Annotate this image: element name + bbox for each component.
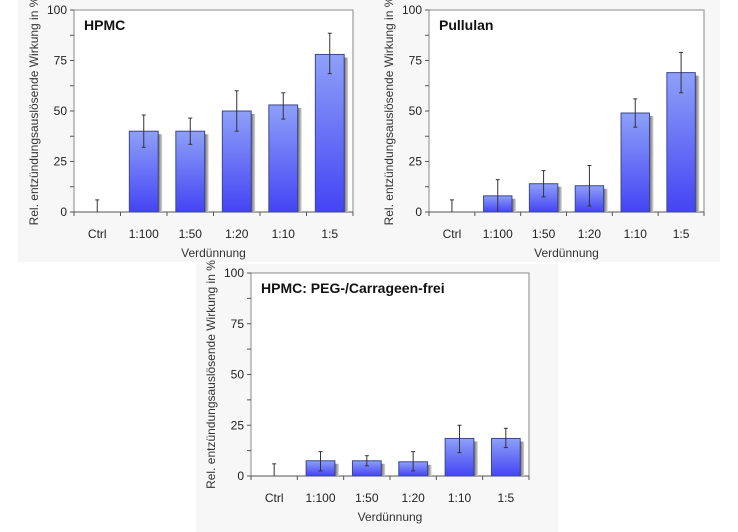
panel-title: Pullulan [439,17,493,33]
x-tick-label: 1:50 [179,227,203,241]
bar-shadow [297,107,302,212]
bar-1-10 [620,112,650,213]
y-tick-label: 25 [231,418,245,432]
bar-shadow [344,57,349,212]
panel-title: HPMC [84,17,125,33]
bar-shadow [695,75,700,213]
bar-1-10 [268,104,299,213]
x-axis-title: Verdünnung [534,246,599,260]
x-tick-label: 1:20 [401,491,425,505]
chart-hpmc: 0 25 50 75 100 Ctrl 1:100 1:50 1:20 1:10 1:5 HPMC Ve… [27,0,354,260]
bar-shadow [511,198,516,212]
bar-1-5 [314,53,345,213]
y-tick-label: 0 [237,469,244,483]
plot-area [428,9,705,213]
bar-shadow [520,441,525,476]
x-tick-label: 1:20 [225,227,249,241]
panel-title: HPMC: PEG-/Carrageen-frei [261,280,445,296]
bar-shadow [204,134,209,212]
x-tick-label: 1:10 [272,227,296,241]
y-tick-label: 75 [409,54,423,68]
y-axis-title: Rel. entzündungsauslösende Wirkung in % [27,0,41,225]
y-axis-title: Rel. entzündungsauslösende Wirkung in % [204,260,218,489]
x-axis-title: Verdünnung [358,510,423,524]
y-tick-label: 50 [54,104,68,118]
chart-hpmc-peg-carrageen-frei: 0 25 50 75 100 Ctrl 1:100 1:50 1:20 1:10 1:5 HPMC: … [204,260,530,524]
y-tick-label: 100 [224,266,244,280]
bar-shadow [603,188,608,212]
x-tick-label: 1:10 [448,491,472,505]
x-tick-label: 1:20 [578,227,602,241]
y-tick-label: 0 [60,205,67,219]
x-tick-label: 1:100 [129,227,159,241]
y-tick-label: 75 [54,54,68,68]
bar-shadow [649,116,654,212]
y-tick-label: 50 [231,368,245,382]
bar-shadow [251,114,256,212]
plot-area [250,272,530,477]
y-tick-label: 100 [402,3,422,17]
x-tick-label: 1:5 [497,491,514,505]
bar-shadow [158,134,163,212]
y-tick-label: 100 [47,3,67,17]
x-tick-label: 1:50 [355,491,379,505]
x-tick-label: 1:10 [624,227,648,241]
y-tick-label: 25 [54,155,68,169]
x-tick-label: 1:50 [532,227,556,241]
x-tick-label: 1:100 [305,491,335,505]
x-tick-label: 1:100 [483,227,513,241]
y-tick-label: 75 [231,317,245,331]
y-tick-label: 25 [409,155,423,169]
x-tick-label: 1:5 [673,227,690,241]
bar-shadow [334,463,339,476]
y-tick-label: 0 [415,205,422,219]
x-tick-label: 1:5 [321,227,338,241]
bar-shadow [427,464,432,476]
y-tick-label: 50 [409,104,423,118]
bar-shadow [557,186,562,212]
x-axis-title: Verdünnung [181,246,246,260]
bar-shadow [473,441,478,476]
x-tick-label: Ctrl [88,227,107,241]
bar-1-5 [666,72,696,213]
y-axis-title: Rel. entzündungsauslösende Wirkung in % [382,0,396,225]
plot-area [73,9,354,213]
x-tick-label: Ctrl [443,227,462,241]
x-tick-label: Ctrl [265,491,284,505]
chart-pullulan: 0 25 50 75 100 Ctrl 1:100 1:50 1:20 1:10 1:5 Pullul… [382,0,705,260]
bar-shadow [381,463,386,476]
